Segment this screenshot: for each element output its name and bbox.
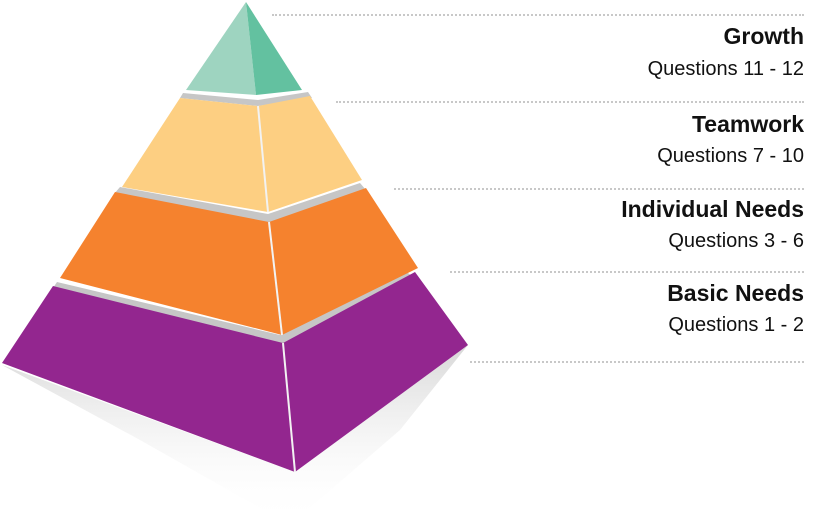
level-subtitle-basic-needs: Questions 1 - 2 — [668, 314, 804, 336]
level-4-right-face — [283, 272, 468, 472]
level-title-basic-needs: Basic Needs — [667, 280, 804, 306]
level-2-edge — [257, 105, 269, 213]
level-title-growth: Growth — [723, 23, 805, 49]
level-3-left-face — [60, 192, 282, 335]
level-4-left-face — [2, 286, 295, 472]
level-subtitle-growth: Questions 11 - 12 — [647, 58, 804, 80]
leader-line-basic-needs — [450, 271, 804, 273]
level-2-left-face — [122, 98, 268, 212]
level-subtitle-teamwork: Questions 7 - 10 — [657, 145, 804, 167]
level-title-teamwork: Teamwork — [691, 111, 804, 137]
level-3-edge — [268, 221, 283, 336]
level-2-right-face — [258, 96, 362, 212]
level-1-right-face — [246, 2, 302, 95]
leader-line-growth — [272, 14, 804, 16]
level-subtitle-individual-needs: Questions 3 - 6 — [668, 230, 804, 252]
pyramid-level-individual-needs — [60, 183, 418, 336]
pyramid-shadow — [2, 345, 468, 525]
level-3-right-face — [269, 188, 418, 335]
level-1-left-face — [186, 2, 256, 95]
level-4-divider — [53, 270, 412, 345]
pyramid-level-teamwork — [122, 92, 362, 213]
level-title-individual-needs: Individual Needs — [621, 196, 804, 222]
leader-line-teamwork — [336, 101, 804, 103]
pyramid-level-basic-needs — [2, 270, 468, 473]
leader-line-individual-needs — [394, 188, 804, 190]
pyramid-level-growth — [186, 2, 302, 95]
leader-line-bottom — [470, 361, 804, 363]
level-4-edge — [282, 342, 296, 473]
